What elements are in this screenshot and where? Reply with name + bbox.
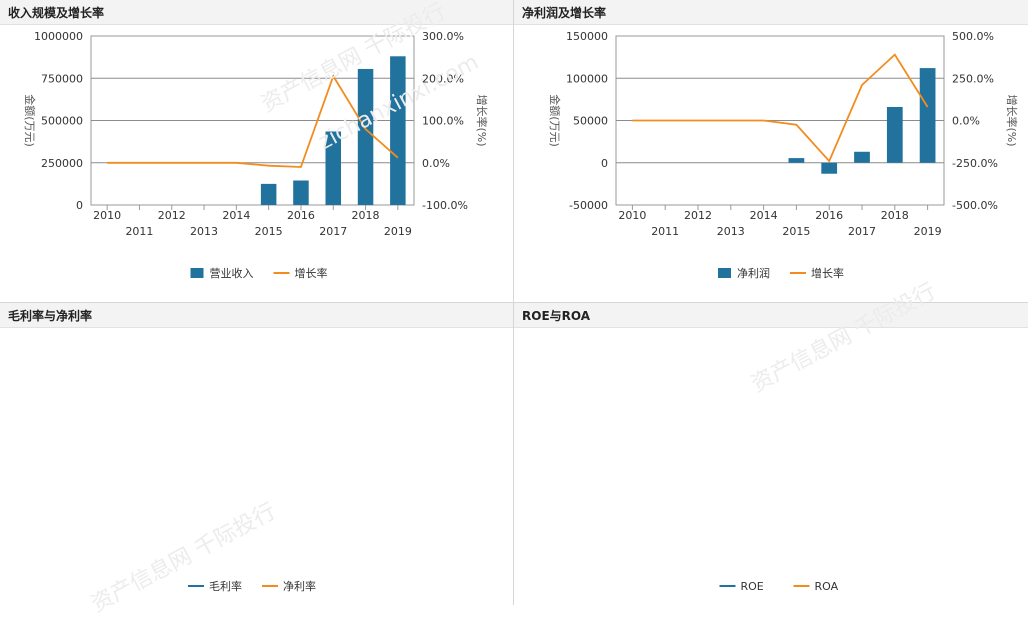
panel-title: 收入规模及增长率: [8, 6, 105, 20]
x-tick-label: 2011: [651, 225, 679, 238]
x-tick-label: 2012: [158, 209, 186, 222]
x-tick-label: 2016: [287, 209, 315, 222]
x-tick-label: 2012: [684, 209, 712, 222]
x-tick-label: 2019: [914, 225, 942, 238]
x-tick-label: 2013: [190, 225, 218, 238]
y2-tick-label: 200.0%: [422, 72, 464, 85]
legend-label: 增长率: [295, 266, 328, 280]
bar: [293, 180, 309, 205]
y2-tick-label: 0.0%: [952, 115, 980, 128]
x-tick-label: 2010: [618, 209, 646, 222]
y2-tick-label: -250.0%: [952, 157, 998, 170]
x-tick-label: 2014: [222, 209, 250, 222]
panel-header: ROE与ROA: [514, 303, 1028, 328]
panel-header: 净利润及增长率: [514, 0, 1028, 25]
bar: [325, 131, 342, 205]
y2-tick-label: 300.0%: [422, 30, 464, 43]
y2-tick-label: 250.0%: [952, 72, 994, 85]
y-tick-label: 0: [601, 157, 608, 170]
bar: [260, 183, 277, 205]
legend-label: 营业收入: [210, 266, 254, 280]
x-tick-label: 2018: [881, 209, 909, 222]
bar: [854, 151, 870, 163]
y-tick-label: 50000: [573, 115, 608, 128]
x-tick-label: 2017: [848, 225, 876, 238]
x-tick-label: 2018: [352, 209, 380, 222]
chart-panel-revenue: 收入规模及增长率 0 250000 500000 750000 1000000 -100.…: [0, 0, 514, 302]
series-line: [632, 53, 929, 163]
y2-tick-label: 500.0%: [952, 30, 994, 43]
panel-header: 收入规模及增长率: [0, 0, 514, 25]
y-tick-label: 100000: [566, 72, 608, 85]
legend-label: 净利率: [283, 579, 316, 593]
chart-revenue: 0 250000 500000 750000 1000000 -100.0% 0.0% 100…: [23, 30, 489, 280]
y-tick-label: 150000: [566, 30, 608, 43]
y2-tick-label: -500.0%: [952, 199, 998, 212]
panel-title: ROE与ROA: [522, 309, 591, 323]
chart-panel-roe-roa: ROE与ROA -2.5%0.0%2.5%5.0%7.5%-2.0%0.0%2.…: [514, 303, 1028, 605]
y-tick-label: 500000: [41, 115, 83, 128]
x-tick-label: 2014: [750, 209, 778, 222]
y-tick-label: -50000: [569, 199, 608, 212]
bar: [390, 56, 406, 205]
y-tick-label: 250000: [41, 157, 83, 170]
series-line: [107, 74, 399, 168]
legend-label: 增长率: [811, 266, 844, 280]
panel-title: 毛利率与净利率: [8, 309, 93, 323]
legend-label: ROA: [815, 580, 839, 593]
legend-label: ROE: [741, 580, 764, 593]
y-tick-label: 0: [76, 199, 83, 212]
y-axis-title: 金额(万元): [23, 94, 37, 147]
chart-panel-margins: 毛利率与净利率 -25.0%0.0%25.0%50.0%75.0%-20.0%-…: [0, 303, 514, 605]
x-tick-label: 2015: [255, 225, 283, 238]
legend-label: 净利润: [737, 266, 770, 280]
legend-swatch: [190, 268, 204, 278]
x-tick-label: 2011: [125, 225, 153, 238]
bar: [919, 68, 936, 163]
y2-axis-title: 增长率(%): [1005, 94, 1019, 146]
y2-tick-label: 0.0%: [422, 157, 450, 170]
chart-roe-roa: -2.5%0.0%2.5%5.0%7.5%-2.0%0.0%2.0%4.0%6.…: [719, 580, 839, 593]
y2-tick-label: 100.0%: [422, 115, 464, 128]
bar: [357, 68, 374, 205]
panel-header: 毛利率与净利率: [0, 303, 514, 328]
y-tick-label: 750000: [41, 72, 83, 85]
legend-label: 毛利率: [209, 579, 242, 593]
panel-title: 净利润及增长率: [522, 6, 607, 20]
chart-margins: -25.0%0.0%25.0%50.0%75.0%-20.0%-10.0%0.0…: [188, 579, 316, 593]
bar: [788, 158, 805, 163]
y-tick-label: 1000000: [34, 30, 83, 43]
bar: [821, 162, 838, 174]
y2-tick-label: -100.0%: [422, 199, 468, 212]
x-tick-label: 2017: [319, 225, 347, 238]
chart-panel-net-profit: 净利润及增长率 -50000 0 50000 100000 150000 -500.0% -…: [514, 0, 1028, 302]
x-tick-label: 2019: [384, 225, 412, 238]
y-axis-title: 金额(万元): [548, 94, 562, 147]
horizontal-divider: [0, 302, 1028, 303]
legend-swatch: [718, 268, 731, 278]
x-tick-label: 2010: [93, 209, 121, 222]
x-tick-label: 2015: [782, 225, 810, 238]
bar: [886, 106, 903, 163]
x-tick-label: 2016: [815, 209, 843, 222]
x-tick-label: 2013: [717, 225, 745, 238]
chart-net-profit: -50000 0 50000 100000 150000 -500.0% -250.0% 0.…: [548, 30, 1019, 280]
y2-axis-title: 增长率(%): [475, 94, 489, 146]
